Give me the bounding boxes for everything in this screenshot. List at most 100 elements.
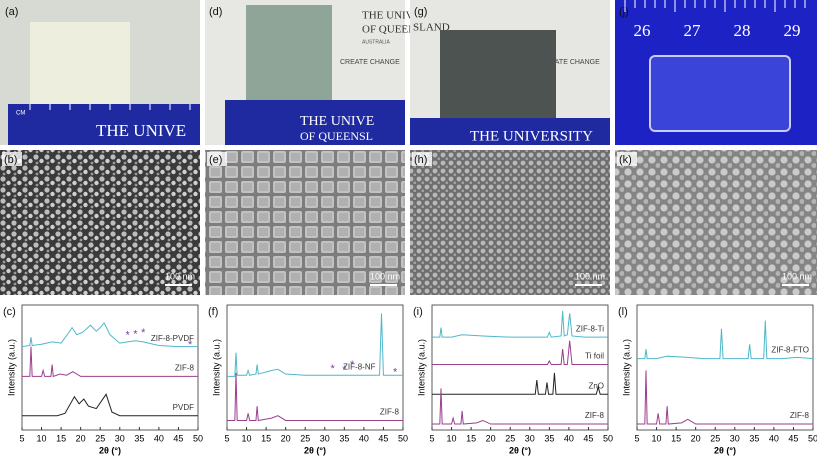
ruler-number: 27 [684,21,702,40]
x-tick-label: 20 [486,433,496,443]
panel-label: (f) [208,306,218,318]
ruler-ticks [624,0,806,12]
x-tick-label: 45 [173,433,183,443]
x-tick-label: 25 [300,433,310,443]
ruler-text: OF QUEENSL [300,129,373,143]
series-label: ZIF-8-FTO [771,346,809,355]
scale-label: 100 nm [575,271,605,281]
xrd-line [432,310,608,338]
photo-a: CM THE UNIVE (a) [0,0,200,145]
x-tick-label: 5 [224,433,229,443]
peak-star: * [141,327,146,339]
x-tick-label: 30 [320,433,330,443]
panel-label: (a) [5,6,18,18]
series-label: ZIF-8 [585,411,605,420]
series-label: ZnO [588,381,604,390]
scale-label: 100 nm [165,271,195,281]
scale-label: 100 nm [370,271,400,281]
x-tick-label: 40 [769,433,779,443]
sample [246,5,332,100]
sem-image [0,150,200,295]
x-tick-label: 30 [115,433,125,443]
ruler [410,118,610,145]
panel-label: (k) [619,154,632,166]
glass [649,55,791,132]
sem-image [410,150,610,295]
y-axis-label: Intensity (a.u.) [416,339,426,396]
xrd-line [432,388,608,425]
panel-label: (b) [4,154,17,166]
x-tick-label: 25 [505,433,515,443]
ruler-unit: CM [16,111,25,117]
ruler-text: THE UNIVERSITY [470,128,593,144]
logo-text: AUSTRALIA [362,39,390,45]
xrd-line [227,372,403,422]
sample [30,22,130,106]
x-axis-label: 2θ (°) [304,445,326,455]
panel-label: (d) [209,6,222,18]
x-tick-label: 10 [447,433,457,443]
x-tick-label: 35 [134,433,144,443]
x-tick-label: 25 [710,433,720,443]
label-box [412,152,432,166]
x-tick-label: 25 [95,433,105,443]
plot-frame [431,304,609,431]
xrd-line [22,393,198,417]
x-tick-label: 35 [339,433,349,443]
plot-frame [226,304,404,431]
x-tick-label: 10 [652,433,662,443]
xrd-line [637,370,813,425]
sem-image [615,150,817,295]
series-label: ZIF-8-NF [343,362,376,371]
x-tick-label: 50 [603,433,613,443]
x-tick-label: 40 [564,433,574,443]
x-axis-label: 2θ (°) [99,445,121,455]
photo-g: SLAND CREATE CHANGE THE UNIVERSITY (g) [410,0,610,145]
ruler [225,100,405,145]
label-box [617,152,637,166]
x-tick-label: 45 [378,433,388,443]
series-label: ZIF-8 [790,411,810,420]
x-tick-label: 35 [544,433,554,443]
x-tick-label: 20 [281,433,291,443]
xrd-line [22,346,198,378]
xrd-line [21,321,198,348]
x-tick-label: 15 [671,433,681,443]
x-tick-label: 15 [466,433,476,443]
photo-j: 26 27 28 29 (j) [615,0,817,145]
x-tick-label: 50 [808,433,817,443]
peak-star: * [330,363,335,375]
x-tick-label: 20 [691,433,701,443]
x-tick-label: 15 [56,433,66,443]
panel-label: (h) [414,154,427,166]
x-tick-label: 30 [525,433,535,443]
xrd-line [227,313,403,377]
x-axis-label: 2θ (°) [714,445,736,455]
panel-label: (e) [209,154,222,166]
ruler-number: 29 [784,21,801,40]
x-tick-label: 15 [261,433,271,443]
y-axis-label: Intensity (a.u.) [211,339,221,396]
label-box [207,152,227,166]
ruler-text: THE UNIVE [300,114,374,129]
panel-label: (g) [414,6,427,18]
y-axis-label: Intensity (a.u.) [6,339,16,396]
logo-text: CREATE CHANGE [540,59,600,66]
x-tick-label: 10 [242,433,252,443]
peak-star: * [188,339,193,351]
peak-star: * [350,359,355,371]
panel-label: (l) [618,306,628,318]
peak-star: * [342,364,347,376]
y-axis-label: Intensity (a.u.) [621,339,631,396]
sem-image [205,150,405,295]
x-tick-label: 50 [193,433,203,443]
x-tick-label: 10 [37,433,47,443]
peak-star: * [125,329,130,341]
peak-star: * [133,328,138,340]
plot-frame [636,304,814,431]
series-label: ZIF-8 [380,408,400,417]
x-tick-label: 50 [398,433,408,443]
panel-label: (c) [3,306,16,318]
